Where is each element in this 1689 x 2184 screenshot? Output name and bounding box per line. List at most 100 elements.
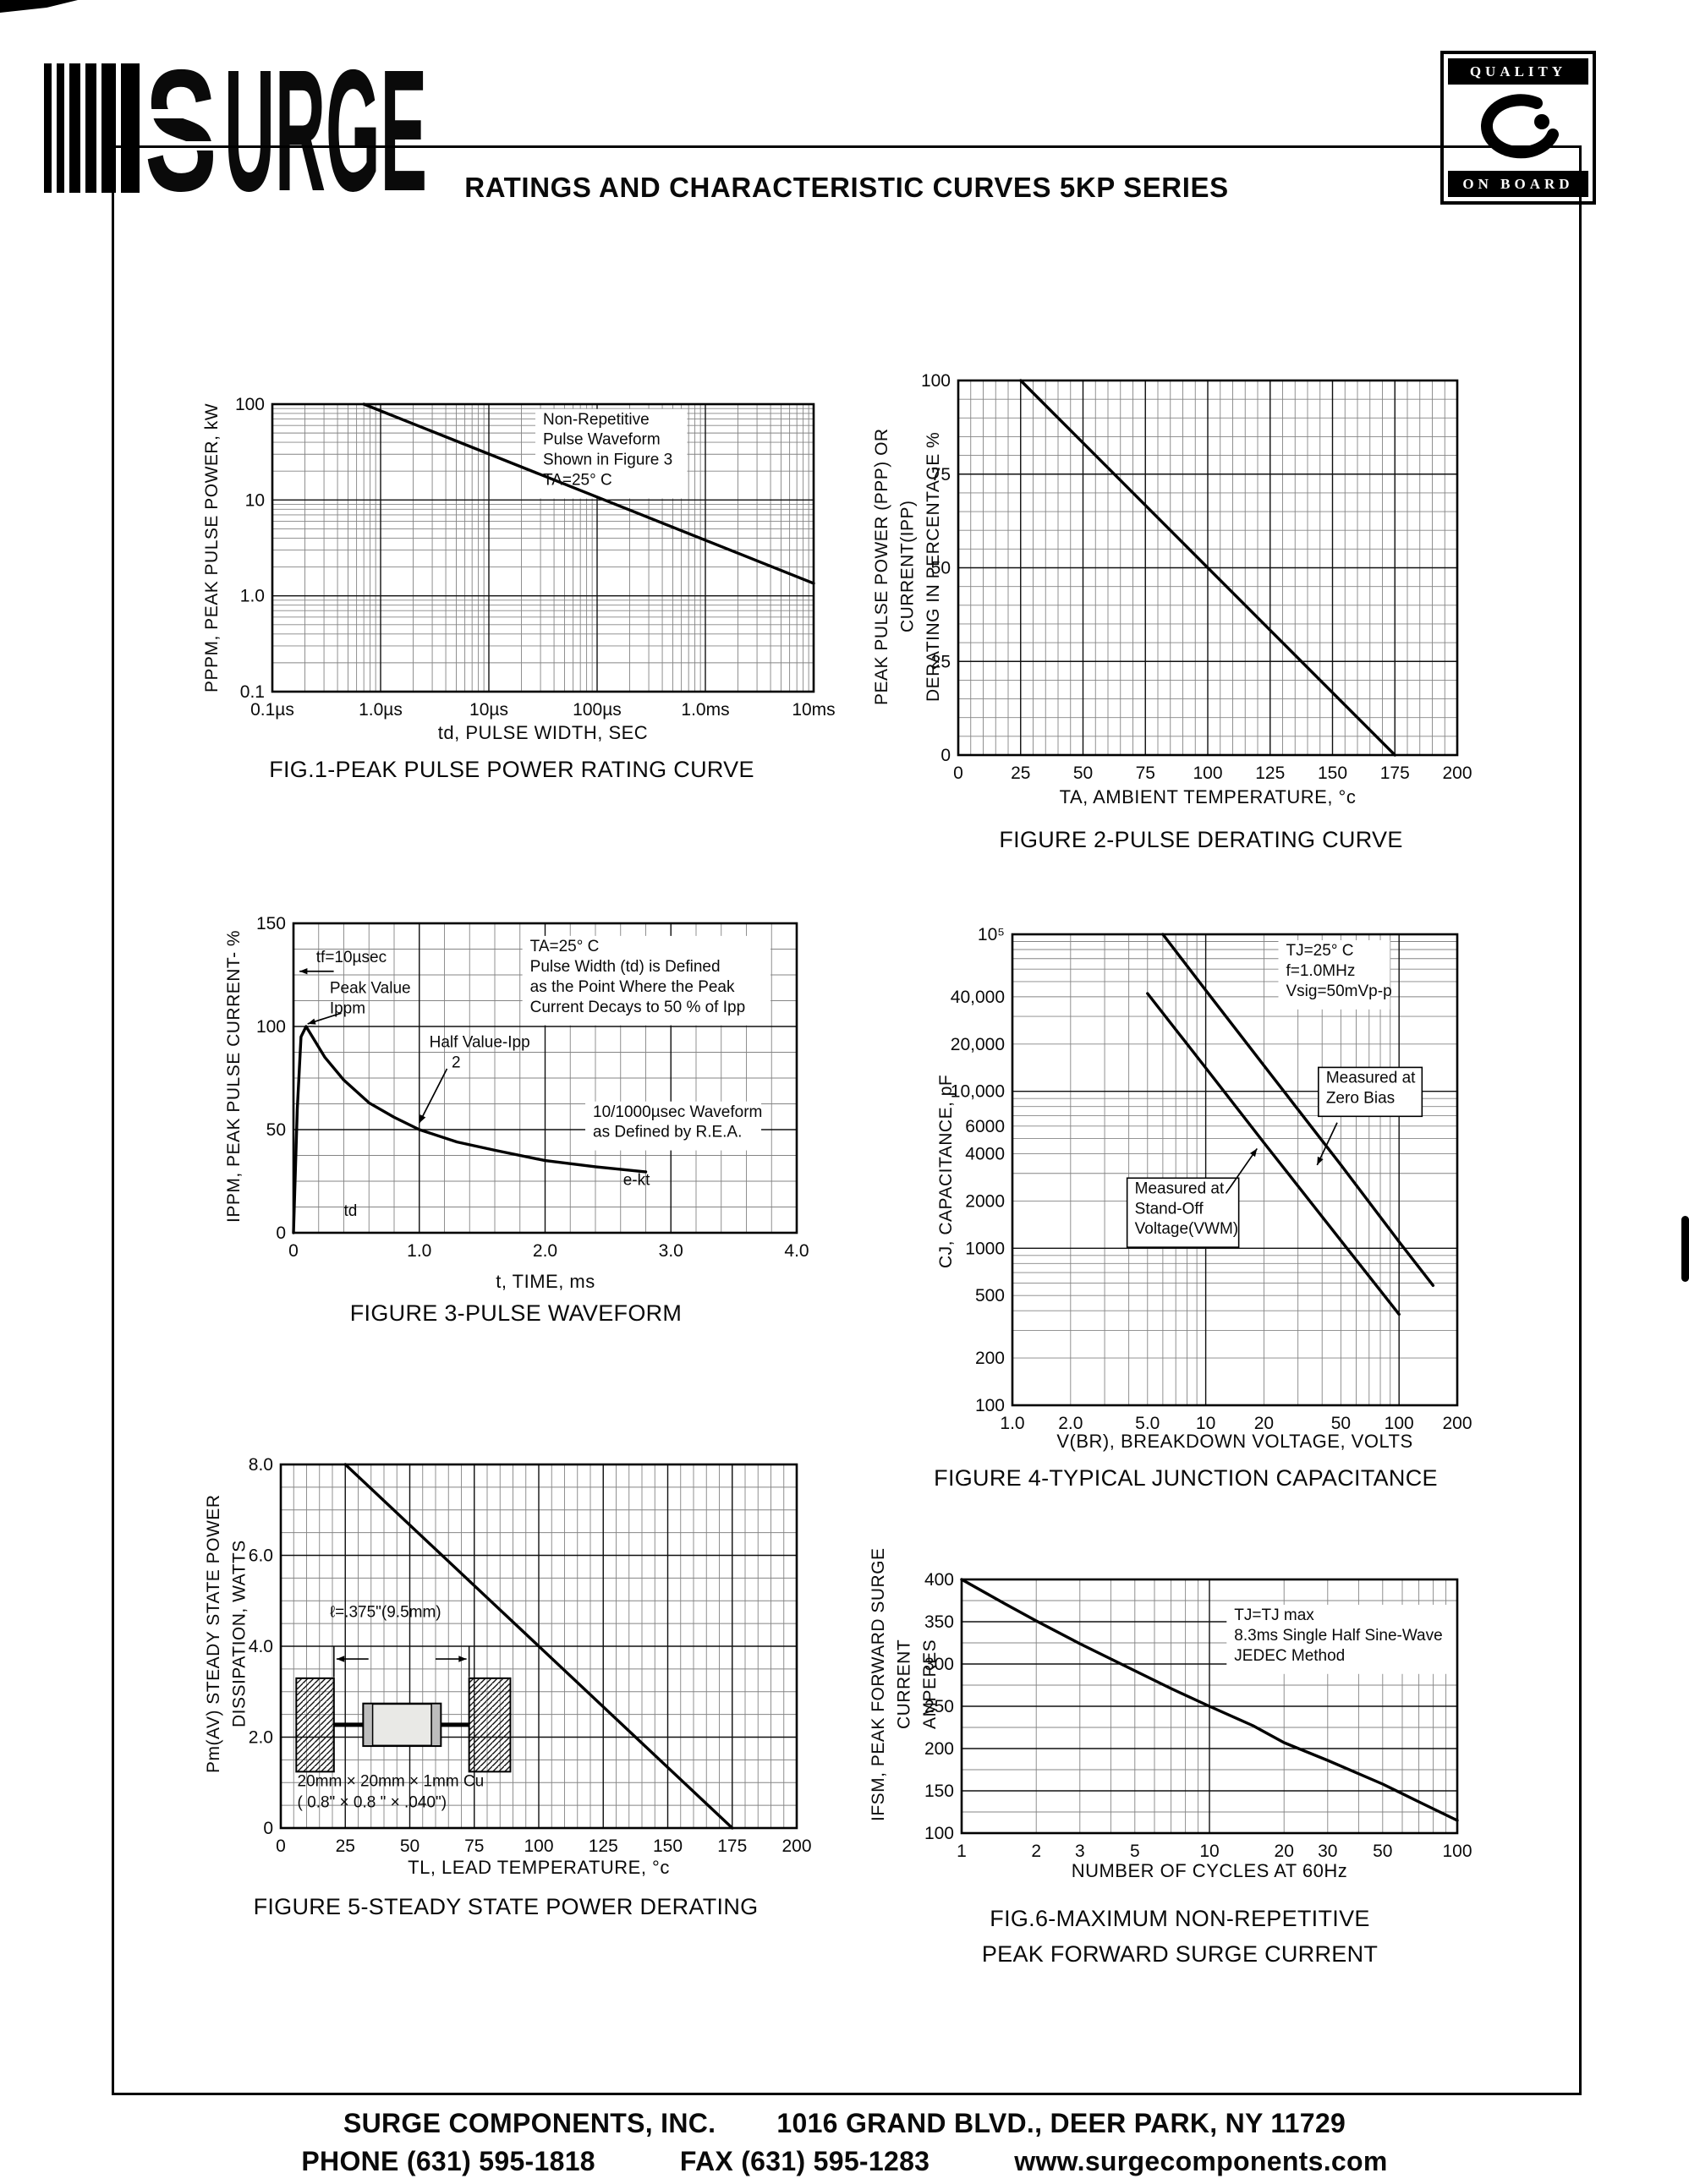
footer-line-2: PHONE (631) 595-1818 FAX (631) 595-1283 …: [0, 2146, 1689, 2177]
svg-text:25: 25: [931, 652, 951, 671]
svg-text:1.0: 1.0: [407, 1241, 431, 1261]
svg-text:100: 100: [1442, 1842, 1472, 1861]
scan-artifact-top-left: [0, 0, 78, 13]
content-frame: [112, 145, 1582, 2095]
svg-text:300: 300: [924, 1655, 954, 1674]
svg-text:10⁵: 10⁵: [978, 925, 1005, 944]
svg-text:100: 100: [921, 371, 951, 391]
svg-text:ℓ=.375"(9.5mm): ℓ=.375"(9.5mm): [330, 1604, 441, 1622]
svg-text:500: 500: [975, 1286, 1005, 1305]
figure-5-x-axis-label: TL, LEAD TEMPERATURE, °c: [408, 1857, 670, 1878]
svg-text:6.0: 6.0: [249, 1546, 273, 1566]
svg-text:125: 125: [589, 1836, 618, 1856]
svg-text:20,000: 20,000: [951, 1035, 1005, 1054]
svg-text:20: 20: [1275, 1842, 1294, 1861]
svg-text:125: 125: [1255, 764, 1285, 783]
svg-text:10: 10: [1199, 1842, 1219, 1861]
svg-text:50: 50: [1073, 764, 1093, 783]
svg-text:10,000: 10,000: [951, 1082, 1005, 1102]
svg-text:e-kt: e-kt: [623, 1171, 650, 1189]
svg-text:tf=10µsec: tf=10µsec: [316, 949, 387, 966]
figure-2-x-axis-label: TA, AMBIENT TEMPERATURE, °c: [1059, 786, 1357, 807]
badge-quality-label: QUALITY: [1448, 58, 1588, 85]
figure-2-caption: FIGURE 2-PULSE DERATING CURVE: [999, 827, 1403, 852]
svg-text:10: 10: [1196, 1414, 1215, 1433]
svg-text:100: 100: [235, 395, 265, 414]
figure-6-x-axis-label: NUMBER OF CYCLES AT 60Hz: [1071, 1860, 1348, 1881]
svg-text:200: 200: [1442, 764, 1472, 783]
svg-text:4.0: 4.0: [249, 1637, 273, 1656]
svg-text:50: 50: [1331, 1414, 1351, 1433]
svg-text:2.0: 2.0: [533, 1241, 557, 1261]
figure-1-x-axis-label: td, PULSE WIDTH, SEC: [437, 722, 649, 743]
svg-text:400: 400: [924, 1570, 954, 1590]
svg-text:0.1µs: 0.1µs: [250, 700, 294, 720]
svg-text:100: 100: [1193, 764, 1222, 783]
svg-text:100: 100: [975, 1396, 1005, 1415]
figure-1-chart: 0.1µs 1.0µs 10µs 100µs 1.0ms 10ms 100 10 1.0 0.1 N…: [235, 395, 836, 720]
svg-text:0: 0: [288, 1241, 299, 1261]
figure-4-x-axis-label: V(BR), BREAKDOWN VOLTAGE, VOLTS: [1056, 1431, 1413, 1452]
svg-text:150: 150: [1318, 764, 1347, 783]
figure-3-chart: 0 1.0 2.0 3.0 4.0 150 100 50 0 TA=25° C Pulse Widt…: [256, 914, 809, 1261]
svg-text:1.0µs: 1.0µs: [359, 700, 403, 720]
svg-text:100: 100: [1385, 1414, 1414, 1433]
svg-text:175: 175: [1380, 764, 1410, 783]
svg-text:1: 1: [957, 1842, 967, 1861]
svg-text:2.0: 2.0: [1058, 1414, 1083, 1433]
svg-text:0: 0: [276, 1223, 286, 1243]
logo-letter-s: S: [145, 34, 217, 227]
svg-text:150: 150: [256, 914, 286, 933]
svg-text:200: 200: [1442, 1414, 1472, 1433]
svg-text:25: 25: [336, 1836, 355, 1856]
svg-text:40,000: 40,000: [951, 988, 1005, 1007]
footer-address: 1016 GRAND BLVD., DEER PARK, NY 11729: [776, 2108, 1346, 2138]
svg-text:3.0: 3.0: [659, 1241, 683, 1261]
svg-text:5: 5: [1130, 1842, 1140, 1861]
svg-text:4000: 4000: [965, 1145, 1005, 1164]
figure-6-caption-line-2: PEAK FORWARD SURGE CURRENT: [981, 1941, 1379, 1967]
svg-text:100: 100: [524, 1836, 553, 1856]
svg-text:1.0: 1.0: [1000, 1414, 1024, 1433]
svg-text:0: 0: [940, 746, 951, 765]
figure-6-chart: 1 2 3 5 10 20 30 50 100 400 350 300 250 200 150 100 TJ=T…: [924, 1570, 1472, 1861]
svg-text:20: 20: [1254, 1414, 1274, 1433]
svg-text:200: 200: [975, 1349, 1005, 1368]
footer-website: www.surgecomponents.com: [1014, 2146, 1388, 2176]
figure-5-y-axis-label: Pm(AV) STEADY STATE POWER DISSIPATION, W…: [204, 1494, 250, 1774]
svg-text:100: 100: [924, 1824, 954, 1843]
svg-text:50: 50: [931, 559, 951, 578]
svg-text:30: 30: [1318, 1842, 1337, 1861]
badge-on-board-label: ON BOARD: [1448, 171, 1588, 197]
svg-text:8.0: 8.0: [249, 1455, 273, 1475]
badge-logo-area: [1448, 85, 1588, 171]
footer-line-1: SURGE COMPONENTS, INC. 1016 GRAND BLVD.,…: [0, 2108, 1689, 2139]
svg-text:175: 175: [717, 1836, 747, 1856]
svg-text:1.0: 1.0: [240, 587, 265, 606]
figure-2-y-axis-label: PEAK PULSE POWER (PPP) OR CURRENT(IPP) D…: [872, 428, 943, 705]
svg-text:0: 0: [263, 1819, 273, 1838]
svg-text:75: 75: [1136, 764, 1155, 783]
svg-text:10µs: 10µs: [469, 700, 508, 720]
svg-text:50: 50: [1373, 1842, 1392, 1861]
svg-text:5.0: 5.0: [1135, 1414, 1160, 1433]
svg-text:td: td: [344, 1202, 358, 1220]
svg-text:0.1: 0.1: [240, 682, 265, 702]
figure-6-y-axis-label: IFSM, PEAK FORWARD SURGE CURRENT AMPERES: [869, 1547, 940, 1821]
figure-1-y-axis-label: PPPM, PEAK PULSE POWER, kW: [202, 402, 222, 693]
svg-text:150: 150: [924, 1782, 954, 1801]
svg-text:1000: 1000: [965, 1239, 1005, 1258]
figure-3-y-axis-label: IPPM, PEAK PULSE CURRENT- %: [224, 929, 244, 1223]
figure-4-chart: 1.0 2.0 5.0 10 20 50 100 200 10⁵ 40,000 20,000 10,0…: [951, 925, 1472, 1433]
figure-1-caption: FIG.1-PEAK PULSE POWER RATING CURVE: [269, 757, 754, 782]
svg-text:50: 50: [266, 1120, 286, 1140]
figure-3-caption: FIGURE 3-PULSE WAVEFORM: [349, 1300, 683, 1326]
